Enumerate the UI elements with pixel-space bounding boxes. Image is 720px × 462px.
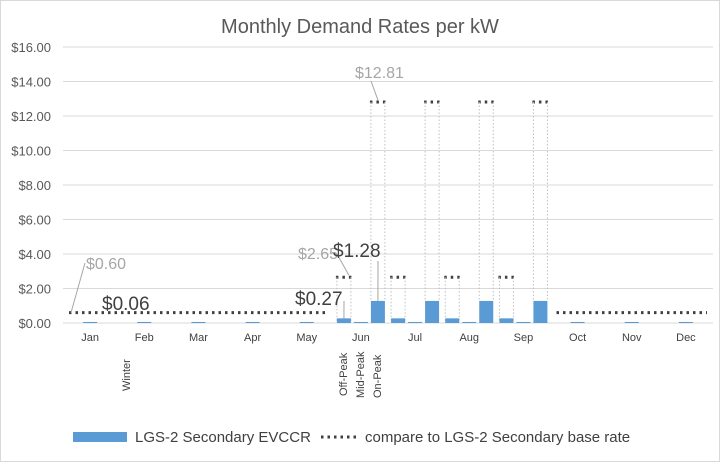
- bar-winter: [299, 321, 314, 323]
- y-tick-label: $6.00: [18, 213, 51, 228]
- label-summer-onpeak-base: $12.81: [355, 65, 404, 82]
- bar-winter: [624, 321, 639, 323]
- y-tick-label: $16.00: [11, 40, 51, 55]
- x-tick-label: Aug: [459, 332, 479, 344]
- bar-off-peak: [336, 318, 351, 323]
- period-label-on-peak: On-Peak: [372, 354, 384, 398]
- legend: LGS-2 Secondary EVCCR compare to LGS-2 S…: [73, 429, 630, 446]
- y-axis: $0.00 $2.00 $4.00 $6.00 $8.00 $10.00 $12.00 $14…: [11, 40, 51, 331]
- period-label-off-peak: Off-Peak: [338, 352, 350, 396]
- y-tick-label: $4.00: [18, 247, 51, 262]
- bar-winter: [245, 321, 260, 323]
- x-tick-label: May: [296, 332, 317, 344]
- x-tick-label: Oct: [569, 332, 586, 344]
- bar-mid-peak: [462, 321, 477, 323]
- leader-onpeak-base: [370, 80, 379, 101]
- bar-off-peak: [499, 318, 514, 323]
- bar-off-peak: [445, 318, 460, 323]
- bar-mid-peak: [353, 321, 368, 323]
- x-tick-label: Nov: [622, 332, 642, 344]
- bar-mid-peak: [408, 321, 423, 323]
- gridlines: [63, 46, 713, 324]
- period-label-winter: Winter: [121, 359, 133, 391]
- bar-on-peak: [479, 300, 494, 323]
- legend-label-base: compare to LGS-2 Secondary base rate: [365, 429, 630, 446]
- bar-winter: [137, 321, 152, 323]
- x-tick-label: Mar: [189, 332, 208, 344]
- x-tick-label: Feb: [135, 332, 154, 344]
- evccr-bars: [83, 300, 693, 323]
- legend-swatch-evccr: [73, 432, 127, 442]
- label-winter-evccr: $0.06: [102, 294, 150, 315]
- x-tick-label: Jan: [81, 332, 99, 344]
- bar-on-peak: [533, 300, 548, 323]
- leader-winter-base: [70, 262, 86, 313]
- bar-on-peak: [370, 300, 385, 323]
- period-label-mid-peak: Mid-Peak: [355, 351, 367, 398]
- y-tick-label: $10.00: [11, 144, 51, 159]
- bar-winter: [83, 321, 98, 323]
- leader-lines: [70, 80, 379, 319]
- bar-mid-peak: [516, 321, 531, 323]
- bar-off-peak: [391, 318, 406, 323]
- chart-title: Monthly Demand Rates per kW: [221, 16, 499, 38]
- x-tick-label: Sep: [514, 332, 534, 344]
- y-tick-label: $14.00: [11, 75, 51, 90]
- bar-winter: [191, 321, 206, 323]
- x-tick-label: Jul: [408, 332, 422, 344]
- leader-offpeak-base: [336, 253, 350, 276]
- x-axis: Jan Feb Mar Apr May Jun Jul Aug Sep Oct Nov Dec: [81, 332, 696, 344]
- y-tick-label: $0.00: [18, 316, 51, 331]
- y-tick-label: $8.00: [18, 178, 51, 193]
- bar-winter: [570, 321, 585, 323]
- bar-winter: [678, 321, 693, 323]
- label-summer-offpeak-evccr: $0.27: [295, 289, 343, 310]
- bar-on-peak: [425, 300, 440, 323]
- label-summer-onpeak-evccr: $1.28: [333, 241, 381, 262]
- label-winter-base: $0.60: [86, 256, 126, 273]
- y-tick-label: $12.00: [11, 109, 51, 124]
- base-rate-lines: [69, 100, 707, 323]
- x-tick-label: Dec: [676, 332, 696, 344]
- x-tick-label: Apr: [244, 332, 261, 344]
- legend-label-evccr: LGS-2 Secondary EVCCR: [135, 429, 311, 446]
- x-tick-label: Jun: [352, 332, 370, 344]
- y-tick-label: $2.00: [18, 282, 51, 297]
- label-summer-offpeak-base: $2.65: [298, 246, 338, 263]
